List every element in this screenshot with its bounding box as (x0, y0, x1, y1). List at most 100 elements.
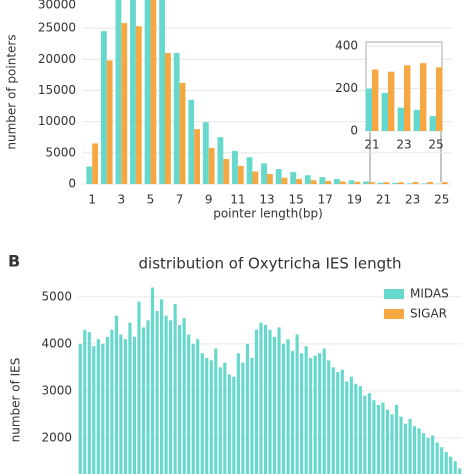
bar (296, 179, 302, 184)
bar (458, 468, 462, 474)
bar (236, 353, 240, 474)
bar (275, 169, 282, 184)
y-tick-label: 5000 (45, 145, 76, 159)
x-tick-label: 21 (376, 193, 391, 207)
bar (310, 180, 317, 184)
inset-bar (388, 71, 395, 131)
x-tick-label: 15 (288, 193, 303, 207)
bar (92, 346, 96, 474)
bar (281, 343, 286, 474)
bar (96, 339, 100, 474)
bar (408, 419, 412, 474)
inset-x-tick-label: 21 (364, 138, 379, 152)
y-tick-label: 15000 (38, 83, 76, 97)
bar (241, 362, 245, 474)
x-tick-label: 25 (434, 193, 449, 207)
x-tick-label: 13 (259, 193, 274, 207)
y-tick-label: 3000 (41, 383, 72, 397)
bar (376, 404, 381, 474)
chart-title: distribution of Oxytricha IES length (139, 255, 402, 273)
bar (318, 353, 322, 474)
bar (232, 150, 238, 184)
bar (412, 426, 417, 474)
bar (349, 376, 353, 474)
bar (412, 182, 419, 184)
bar (101, 343, 105, 474)
bar (331, 367, 335, 474)
bar (178, 325, 182, 474)
bar (237, 165, 244, 184)
bar (208, 147, 215, 184)
bar (146, 320, 150, 474)
y-tick-label: 2000 (41, 430, 72, 444)
bar (431, 435, 435, 474)
bar (440, 447, 444, 474)
bar (159, 0, 166, 184)
bar (385, 409, 390, 474)
bar (390, 414, 394, 474)
bar (100, 31, 107, 184)
bar (367, 393, 371, 474)
x-tick-label: 5 (147, 193, 155, 207)
bar (218, 367, 222, 474)
bar (209, 360, 213, 474)
bar (128, 322, 132, 474)
bar (290, 172, 297, 184)
bar (263, 325, 268, 474)
inset-bar (429, 116, 436, 131)
bar (268, 329, 272, 474)
bar (300, 353, 304, 474)
bar (340, 369, 344, 474)
inset-x-tick-label: 23 (396, 138, 411, 152)
bar (392, 182, 399, 184)
bar (232, 376, 236, 474)
bar (252, 171, 259, 184)
bar (319, 177, 326, 184)
x-tick-label: 1 (88, 193, 96, 207)
bar (188, 99, 195, 184)
bar (399, 416, 403, 474)
bar (223, 362, 227, 474)
bar (159, 299, 164, 474)
plot-area (86, 0, 448, 184)
bar (368, 182, 375, 184)
inset-bar (365, 88, 372, 131)
bar (426, 437, 430, 474)
bar (246, 157, 253, 184)
bar (453, 461, 457, 474)
bar (372, 400, 376, 474)
bar (106, 60, 113, 184)
x-tick-label: 11 (230, 193, 245, 207)
inset-bar (397, 107, 404, 131)
bar (334, 179, 340, 184)
bar (144, 0, 151, 184)
bar (173, 303, 177, 474)
bar (304, 175, 311, 184)
inset-bar (420, 63, 427, 131)
bar (281, 177, 288, 184)
inset-bar (404, 65, 411, 131)
inset-bar (436, 67, 443, 131)
bar (363, 181, 369, 184)
bar (87, 332, 91, 474)
inset-y-tick-label: 200 (335, 81, 358, 95)
y-tick-label: 25000 (38, 21, 76, 35)
legend-label: SIGAR (410, 307, 447, 321)
bar (223, 159, 230, 184)
bar (169, 320, 173, 474)
bar (381, 402, 385, 474)
bar (441, 182, 448, 184)
y-tick-label: 30000 (38, 0, 76, 12)
y-tick-label: 5000 (41, 289, 72, 303)
x-tick-label: 17 (318, 193, 333, 207)
inset-bar (381, 92, 388, 131)
x-axis-label: pointer length(bp) (213, 207, 323, 221)
bar (150, 0, 157, 184)
bar (339, 181, 346, 184)
bar (83, 329, 87, 474)
y-axis-label: number of IES (9, 358, 23, 443)
bar (191, 343, 195, 474)
bar (295, 334, 299, 474)
bar (150, 287, 155, 474)
